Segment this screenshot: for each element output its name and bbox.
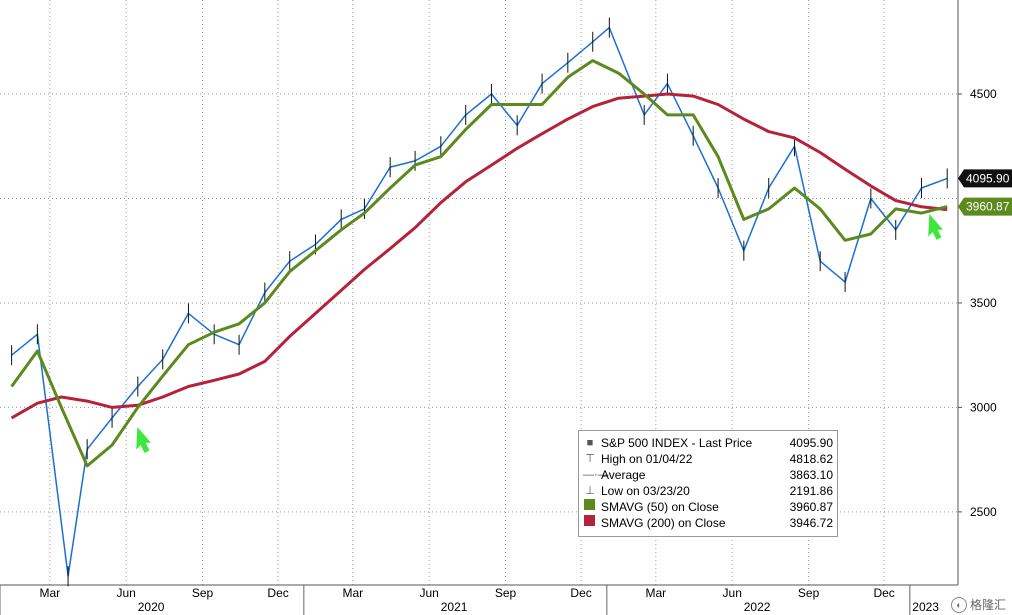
- y-tick-label: 3500: [970, 296, 997, 310]
- x-tick-label: Jun: [723, 586, 742, 600]
- price-line: [11, 26, 948, 577]
- x-tick-label: Jun: [420, 586, 439, 600]
- legend-value: 3946.72: [789, 516, 833, 530]
- y-tick-label: 3000: [970, 400, 997, 414]
- x-year-label: 2023: [912, 600, 939, 614]
- legend-label: SMAVG (50) on Close: [601, 500, 719, 514]
- golden-cross-arrow: [136, 427, 151, 453]
- x-tick-label: Jun: [117, 586, 136, 600]
- x-year-label: 2020: [138, 600, 165, 614]
- sma200-swatch: [584, 515, 595, 526]
- legend-value: 2191.86: [789, 484, 833, 498]
- legend-swatch-cell: [583, 499, 597, 515]
- sma200-line: [10, 92, 948, 420]
- legend-label: SMAVG (200) on Close: [601, 516, 726, 530]
- sma50-line: [10, 59, 948, 468]
- x-year-label: 2021: [441, 600, 468, 614]
- legend-symbol: ⊤: [585, 453, 595, 465]
- last-price-tag-bg: [958, 169, 1012, 188]
- x-tick-label: Mar: [342, 586, 363, 600]
- legend-value: 4095.90: [789, 436, 833, 450]
- legend-value: 4818.62: [789, 452, 833, 466]
- sma50-swatch: [584, 499, 595, 510]
- watermark: ◐ 格隆汇: [950, 596, 1006, 613]
- y-tick-label: 2500: [970, 505, 997, 519]
- watermark-text: 格隆汇: [969, 598, 1006, 612]
- legend-row-sma50: SMAVG (50) on Close 3960.87: [583, 499, 833, 515]
- legend-row-high: ⊤ High on 01/04/22 4818.62: [583, 451, 833, 467]
- y-tick-label: 4500: [970, 87, 997, 101]
- legend-swatch-cell: [583, 515, 597, 531]
- legend-row-price: ■ S&P 500 INDEX - Last Price 4095.90: [583, 435, 833, 451]
- x-year-label: 2022: [744, 600, 771, 614]
- chart-legend: ■ S&P 500 INDEX - Last Price 4095.90 ⊤ H…: [578, 430, 838, 537]
- legend-symbol: ⊥: [585, 485, 595, 497]
- legend-value: 3863.10: [789, 468, 833, 482]
- legend-row-sma200: SMAVG (200) on Close 3946.72: [583, 515, 833, 531]
- legend-row-average: —·— Average 3863.10: [583, 467, 833, 483]
- legend-symbol: ■: [586, 437, 594, 449]
- sma50-tag-bg: [958, 197, 1012, 216]
- crossover-arrow: [928, 213, 943, 240]
- legend-label: S&P 500 INDEX - Last Price: [601, 436, 753, 450]
- sma50-tag: 3960.87: [966, 200, 1010, 214]
- x-tick-label: Mar: [645, 586, 666, 600]
- x-tick-label: Sep: [798, 586, 820, 600]
- x-tick-label: Sep: [495, 586, 517, 600]
- legend-symbol: —·—: [583, 469, 609, 481]
- x-tick-label: Sep: [192, 586, 214, 600]
- x-tick-label: Mar: [39, 586, 60, 600]
- legend-label: High on 01/04/22: [601, 452, 693, 466]
- legend-label: Low on 03/23/20: [601, 484, 690, 498]
- x-tick-label: Dec: [873, 586, 894, 600]
- watermark-logo-icon: ◐: [950, 596, 967, 613]
- legend-row-low: ⊥ Low on 03/23/20 2191.86: [583, 483, 833, 499]
- legend-value: 3960.87: [789, 500, 833, 514]
- last-price-tag: 4095.90: [966, 171, 1010, 185]
- x-tick-label: Dec: [267, 586, 288, 600]
- x-tick-label: Dec: [570, 586, 591, 600]
- legend-label: Average: [601, 468, 646, 482]
